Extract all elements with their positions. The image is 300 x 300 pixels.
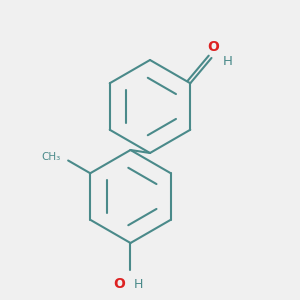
Text: CH₃: CH₃ <box>41 152 61 163</box>
Text: O: O <box>113 278 125 292</box>
Text: H: H <box>223 55 233 68</box>
Text: H: H <box>134 278 143 291</box>
Text: O: O <box>207 40 219 54</box>
